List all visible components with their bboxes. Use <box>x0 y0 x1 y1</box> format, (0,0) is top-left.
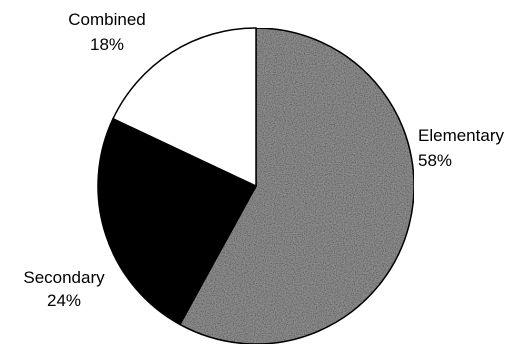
slice-value-secondary: 24% <box>47 291 81 310</box>
slice-label-secondary: Secondary <box>23 268 105 287</box>
slice-label-combined: Combined <box>68 10 146 29</box>
pie-labels: Elementary 58% Secondary 24% Combined 18% <box>23 10 504 310</box>
slice-value-elementary: 58% <box>418 151 452 170</box>
pie-slices <box>97 27 415 345</box>
pie-slice-elementary <box>178 27 415 345</box>
pie-slice-combined <box>112 27 257 188</box>
slice-value-combined: 18% <box>90 35 124 54</box>
slice-label-elementary: Elementary <box>418 126 504 145</box>
pie-slice-secondary <box>97 117 258 326</box>
